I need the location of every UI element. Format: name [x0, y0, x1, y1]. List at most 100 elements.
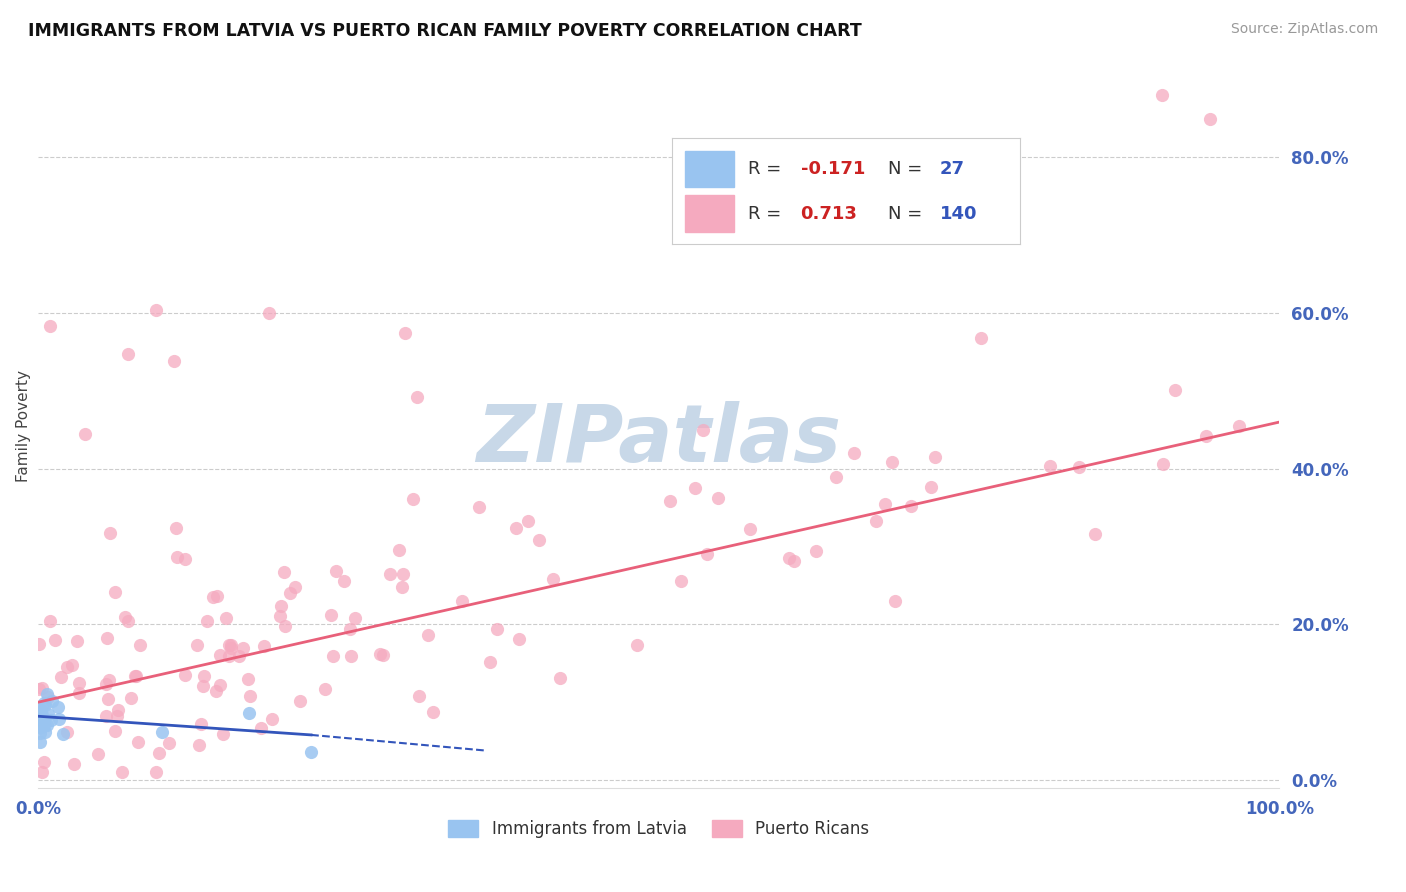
- Point: [39, 713, 62, 727]
- Point: [344, 610, 367, 624]
- Point: [257, 306, 280, 320]
- Point: [218, 649, 240, 664]
- Point: [104, 723, 127, 738]
- Point: [485, 622, 508, 636]
- Point: [34, 755, 56, 769]
- Point: [166, 549, 188, 564]
- Point: [284, 580, 307, 594]
- Point: [873, 497, 896, 511]
- Point: [98, 525, 121, 540]
- Point: [117, 347, 139, 361]
- Point: [46, 700, 69, 714]
- Point: [165, 521, 187, 535]
- Point: [30, 711, 52, 725]
- Point: [117, 614, 139, 628]
- Point: [193, 669, 215, 683]
- Point: [209, 678, 232, 692]
- Point: [299, 745, 322, 759]
- Point: [63, 756, 86, 771]
- Point: [842, 446, 865, 460]
- Point: [1164, 383, 1187, 397]
- Point: [37, 717, 59, 731]
- Point: [339, 622, 361, 636]
- Point: [197, 614, 219, 628]
- Point: [202, 590, 225, 604]
- Point: [129, 638, 152, 652]
- Point: [218, 638, 240, 652]
- Point: [422, 705, 444, 719]
- Text: R =: R =: [748, 160, 787, 178]
- Point: [865, 514, 887, 528]
- Point: [322, 649, 344, 664]
- Point: [66, 633, 89, 648]
- Text: N =: N =: [887, 204, 928, 222]
- Point: [41, 694, 63, 708]
- Point: [274, 619, 297, 633]
- Point: [35, 687, 58, 701]
- Point: [32, 696, 55, 710]
- Text: IMMIGRANTS FROM LATVIA VS PUERTO RICAN FAMILY POVERTY CORRELATION CHART: IMMIGRANTS FROM LATVIA VS PUERTO RICAN F…: [28, 22, 862, 40]
- Point: [67, 686, 90, 700]
- Point: [157, 735, 180, 749]
- Point: [517, 514, 540, 528]
- Point: [1152, 88, 1174, 103]
- Text: -0.171: -0.171: [800, 160, 865, 178]
- Point: [31, 681, 53, 695]
- Point: [221, 640, 243, 655]
- Point: [204, 683, 226, 698]
- Point: [105, 709, 128, 723]
- Point: [806, 544, 828, 558]
- Point: [1069, 459, 1091, 474]
- Point: [658, 493, 681, 508]
- Point: [174, 551, 197, 566]
- Point: [368, 647, 391, 661]
- Point: [34, 698, 56, 712]
- Point: [49, 670, 72, 684]
- Point: [44, 632, 66, 647]
- Point: [541, 572, 564, 586]
- Text: R =: R =: [748, 204, 793, 222]
- Point: [288, 693, 311, 707]
- Point: [32, 718, 55, 732]
- FancyBboxPatch shape: [686, 151, 734, 187]
- Point: [187, 738, 209, 752]
- Point: [920, 479, 942, 493]
- Point: [145, 765, 167, 780]
- Point: [391, 581, 413, 595]
- Point: [1195, 428, 1218, 442]
- Point: [96, 677, 118, 691]
- Point: [692, 423, 714, 437]
- Text: 0.713: 0.713: [800, 204, 858, 222]
- Point: [28, 715, 51, 730]
- Point: [388, 543, 411, 558]
- Point: [924, 450, 946, 464]
- Point: [87, 747, 110, 761]
- Point: [1152, 458, 1174, 472]
- Point: [253, 639, 276, 653]
- Point: [683, 481, 706, 495]
- Point: [783, 554, 806, 568]
- Point: [39, 318, 62, 333]
- Point: [48, 712, 70, 726]
- Text: N =: N =: [887, 160, 928, 178]
- Point: [325, 565, 347, 579]
- Point: [1199, 112, 1222, 126]
- Text: 27: 27: [941, 160, 965, 178]
- Point: [37, 706, 59, 721]
- Point: [28, 705, 51, 719]
- Point: [186, 638, 208, 652]
- Point: [260, 712, 283, 726]
- Point: [96, 632, 118, 646]
- Point: [211, 727, 233, 741]
- Point: [468, 500, 491, 515]
- Point: [706, 491, 728, 505]
- Legend: Immigrants from Latvia, Puerto Ricans: Immigrants from Latvia, Puerto Ricans: [441, 814, 876, 845]
- Point: [394, 326, 416, 340]
- Point: [28, 709, 51, 723]
- Point: [408, 689, 430, 703]
- Point: [120, 691, 142, 706]
- Point: [970, 331, 993, 345]
- Point: [740, 522, 762, 536]
- Point: [278, 586, 301, 600]
- Point: [28, 682, 51, 697]
